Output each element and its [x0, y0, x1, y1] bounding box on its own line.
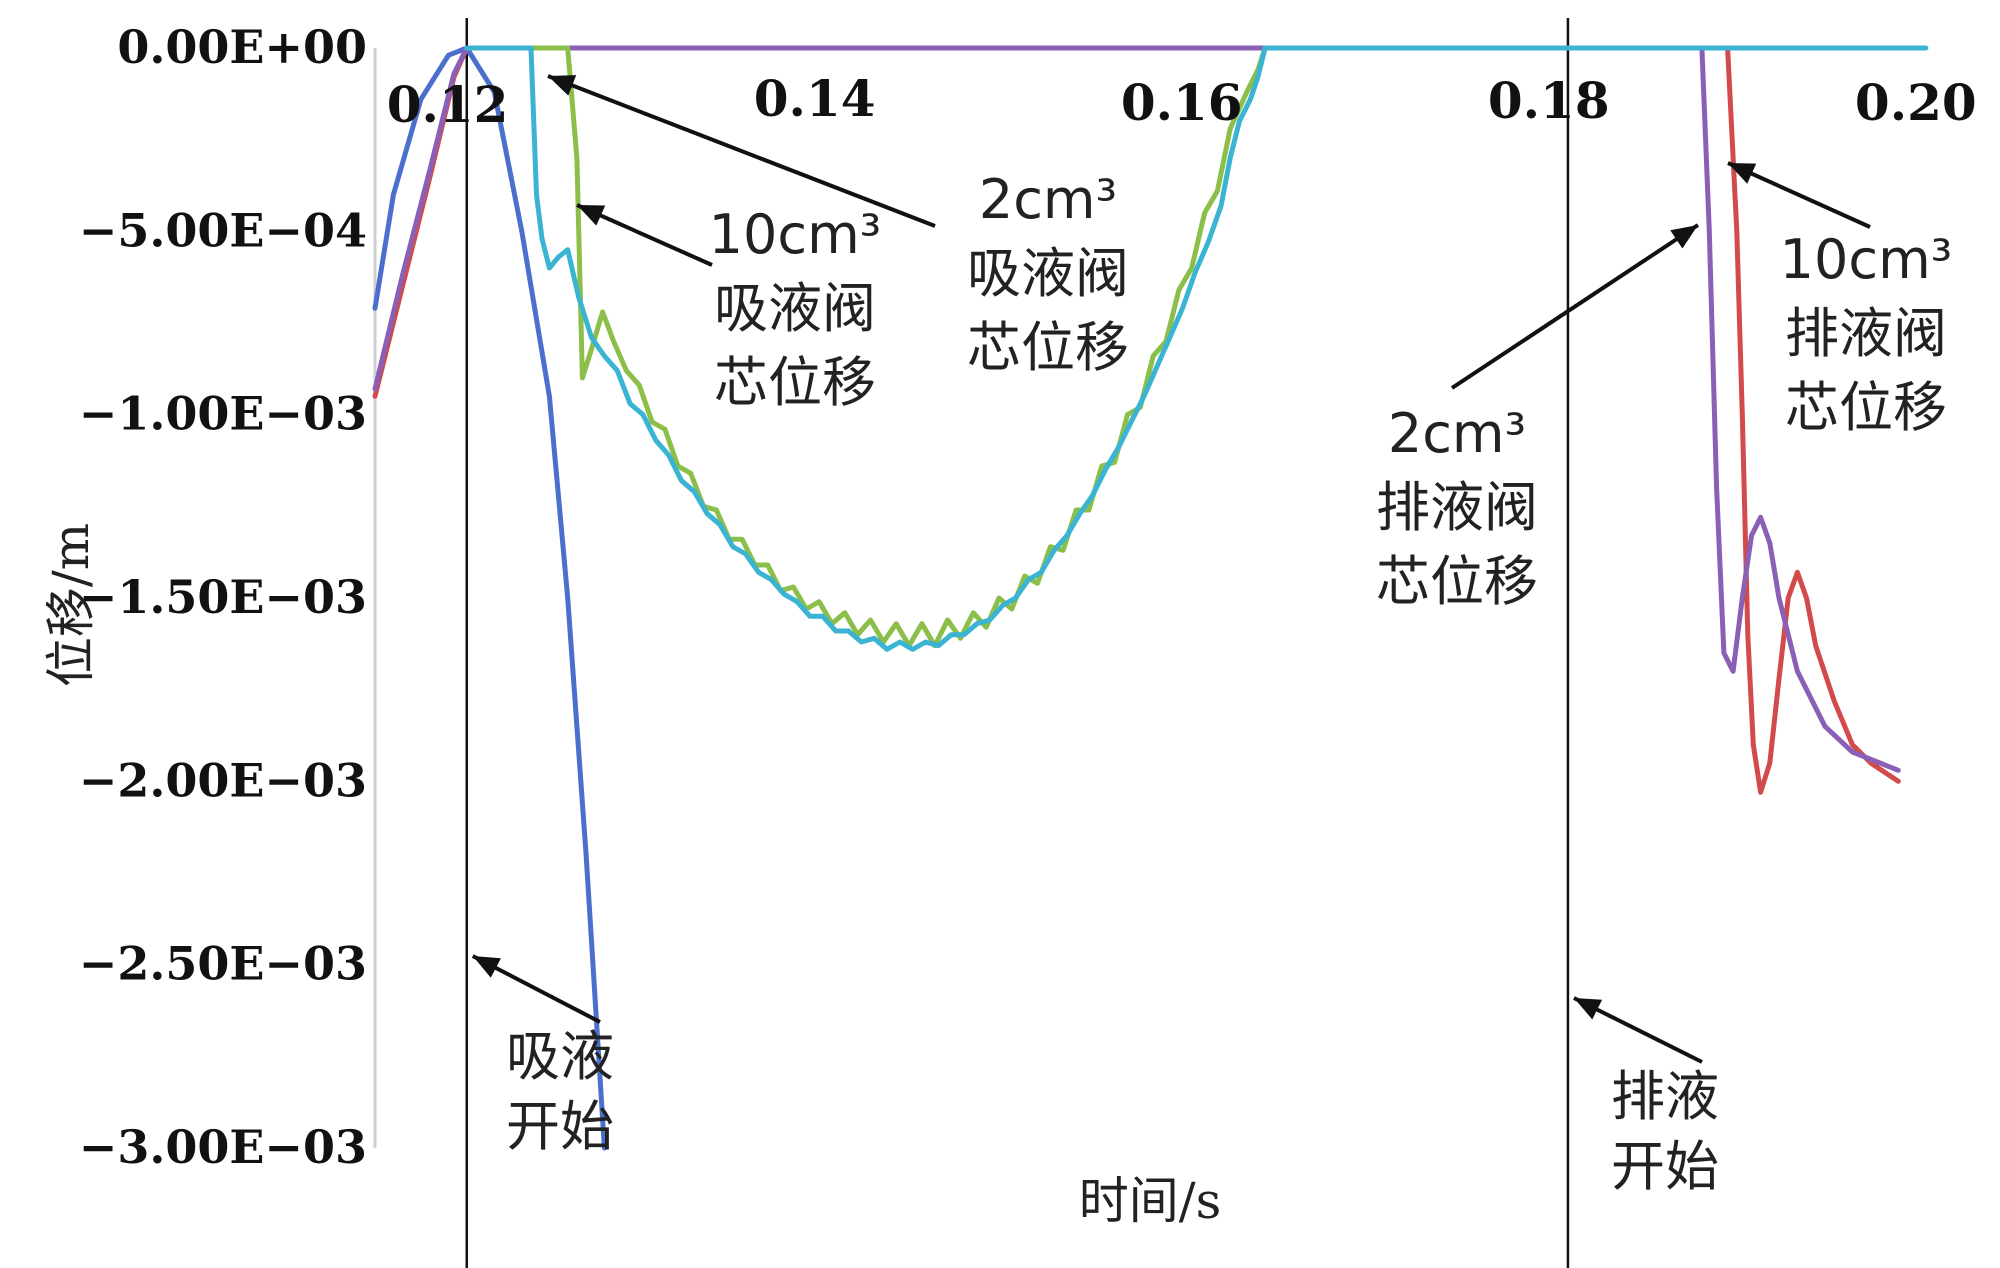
annotation-arrow-10cm3-suction: [576, 203, 713, 267]
y-tick-label: −3.00E−03: [79, 1120, 367, 1174]
series-line-blue: [372, 45, 607, 1151]
event-arrow-suction-start: [471, 954, 601, 1024]
annotation-2cm3-discharge: 2cm³ 排液阀芯位移: [1376, 402, 1538, 613]
x-tick-label: 0.16: [1121, 73, 1243, 132]
annotation-arrow-10cm3-discharge: [1727, 161, 1871, 229]
y-tick-label: −2.50E−03: [79, 937, 367, 991]
y-tick-label: −2.00E−03: [79, 753, 367, 807]
x-tick-label: 0.18: [1488, 71, 1610, 130]
y-tick-label: −5.00E−04: [79, 203, 367, 257]
x-tick-label: 0.12: [387, 75, 509, 134]
y-tick-label: −1.50E−03: [79, 570, 367, 624]
event-label-discharge-start: 排液开始: [1611, 1065, 1719, 1198]
x-axis-ticks: 0.12 0.14 0.16 0.18 0.20: [387, 69, 1977, 134]
series-line-cyan: [464, 45, 1929, 652]
annotation-arrow-2cm3-discharge: [1450, 223, 1700, 390]
series-line-green: [464, 45, 1929, 649]
event-arrow-discharge-start: [1573, 996, 1703, 1064]
series-line-red: [372, 45, 1901, 795]
x-tick-label: 0.20: [1855, 73, 1977, 132]
series-line-purple: [372, 45, 1901, 773]
x-tick-label: 0.14: [754, 69, 876, 128]
annotation-2cm3-suction: 2cm³ 吸液阀芯位移: [967, 168, 1129, 379]
annotations: 吸液开始 排液开始 2cm³ 吸液阀芯位移 10cm³ 吸液阀芯位移 2cm³ 排液阀芯位移 1…: [471, 74, 1953, 1198]
event-label-suction-start: 吸液开始: [506, 1025, 614, 1158]
y-axis-ticks: 0.00E+00 −5.00E−04 −1.00E−03 −1.50E−03 −2.00…: [79, 20, 367, 1174]
annotation-arrow-2cm3-suction: [547, 74, 936, 228]
event-lines: [465, 18, 1570, 1268]
y-tick-label: 0.00E+00: [117, 20, 367, 74]
annotation-10cm3-suction: 10cm³ 吸液阀芯位移: [709, 203, 882, 414]
annotation-10cm3-discharge: 10cm³ 排液阀芯位移: [1780, 228, 1953, 439]
series-layer: [372, 45, 1929, 1151]
y-axis-title: 位移/m: [42, 523, 100, 687]
x-axis-title: 时间/s: [1079, 1172, 1222, 1230]
y-tick-label: −1.00E−03: [79, 387, 367, 441]
